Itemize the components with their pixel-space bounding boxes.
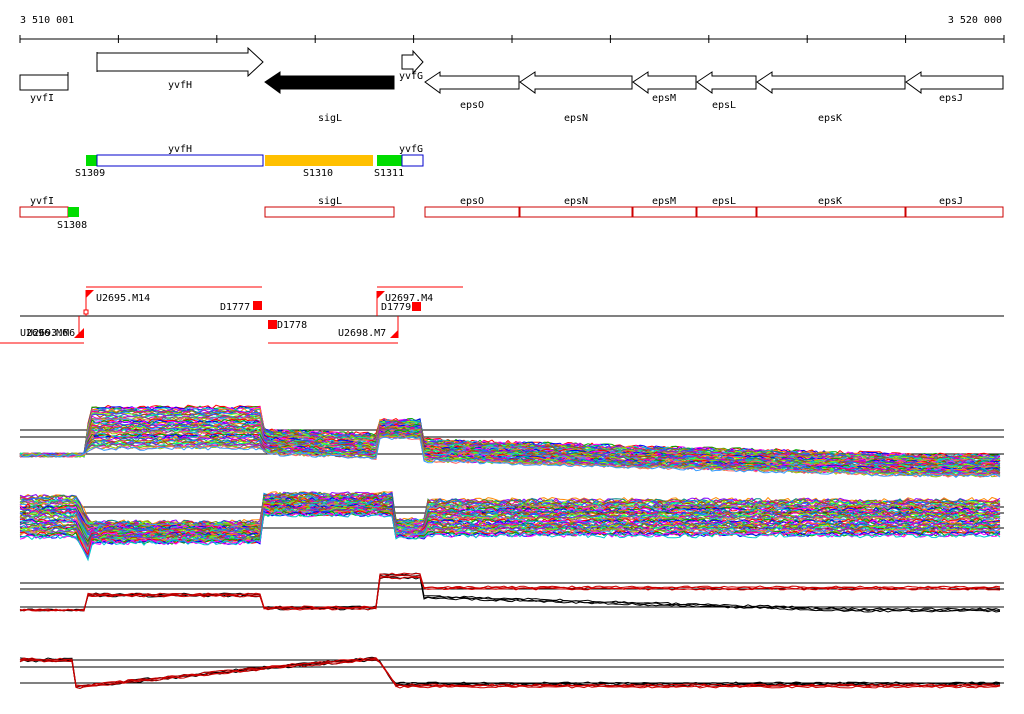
- segment-epsM[interactable]: [632, 206, 697, 218]
- transcript-label-U2698.M7: U2698.M7: [338, 328, 386, 339]
- expression-trace: [19, 511, 1001, 560]
- expression-trace: [19, 436, 1001, 478]
- gene-label-yvfI: yvfI: [30, 93, 54, 104]
- transcript-marker-U2698[interactable]: [390, 330, 398, 338]
- gene-label-epsJ: epsJ: [939, 93, 963, 104]
- segment-epsK[interactable]: [756, 206, 906, 218]
- segment-label-yvfH: yvfH: [168, 144, 192, 155]
- gene-label-yvfG: yvfG: [399, 71, 423, 82]
- expression-trace: [19, 656, 1001, 687]
- transcript-marker-U2695[interactable]: [86, 290, 94, 298]
- expression-trace: [19, 434, 1001, 478]
- segment-track-upper: yvfH yvfG S1309 S1310 S1311: [75, 144, 424, 179]
- segment-sigL[interactable]: [264, 206, 395, 218]
- segment-label-sigL: sigL: [318, 196, 342, 207]
- expression-trace: [19, 574, 1001, 612]
- transcript-marker-U2697[interactable]: [377, 291, 385, 299]
- segment-label-yvfG: yvfG: [399, 144, 423, 155]
- segment-S1308[interactable]: [68, 207, 79, 217]
- expression-track-1: [19, 404, 1004, 478]
- transcript-label-D1777: D1777: [220, 302, 250, 313]
- gene-sigL[interactable]: [264, 71, 395, 94]
- segment-label-epsK: epsK: [818, 196, 842, 207]
- segment-label-epsM: epsM: [652, 196, 676, 207]
- expression-trace: [19, 502, 1001, 542]
- segment-track-lower: yvfI sigL epsO epsN epsM epsL epsK epsJ …: [19, 196, 1004, 231]
- expression-trace: [19, 510, 1001, 560]
- segment-yvfH[interactable]: [96, 154, 264, 167]
- segment-yvfI[interactable]: [19, 206, 69, 218]
- start-coordinate: 3 510 001: [20, 15, 74, 26]
- expression-trace: [19, 572, 1001, 612]
- segment-label-epsJ: epsJ: [939, 196, 963, 207]
- expression-trace: [19, 430, 1001, 473]
- expression-track-2: [19, 491, 1004, 562]
- transcript-marker-D1777[interactable]: [253, 301, 262, 310]
- ruler-ticks: [19, 35, 1005, 43]
- gene-label-epsN: epsN: [564, 113, 588, 124]
- transcript-track: U2695.M14 D1777 D1778 U2697.M4 D1779 U26…: [0, 286, 1004, 344]
- segment-label-epsN: epsN: [564, 196, 588, 207]
- end-coordinate: 3 520 000: [948, 15, 1002, 26]
- expression-trace: [19, 430, 1001, 472]
- expression-trace: [19, 657, 1001, 687]
- segment-label-epsL: epsL: [712, 196, 736, 207]
- gene-yvfH[interactable]: [96, 46, 264, 78]
- expression-trace: [19, 499, 1001, 536]
- gene-yvfG[interactable]: [401, 49, 424, 75]
- segment-S1309[interactable]: [86, 155, 97, 166]
- segment-S1311[interactable]: [377, 155, 402, 166]
- gene-yvfI[interactable]: [19, 74, 69, 91]
- gene-label-epsO: epsO: [460, 100, 484, 111]
- transcript-marker-D1778[interactable]: [268, 320, 277, 329]
- gene-label-epsL: epsL: [712, 100, 736, 111]
- gene-epsN[interactable]: [519, 71, 633, 94]
- gene-epsO[interactable]: [424, 71, 520, 94]
- transcript-label-D1778: D1778: [277, 320, 307, 331]
- expression-trace: [19, 511, 1001, 562]
- segment-yvfG[interactable]: [401, 154, 424, 167]
- transcript-dot-U2695: [83, 309, 89, 315]
- gene-epsL[interactable]: [696, 71, 757, 94]
- gene-label-sigL: sigL: [318, 113, 342, 124]
- gene-epsJ[interactable]: [905, 71, 1004, 94]
- gene-epsK[interactable]: [756, 71, 906, 94]
- expression-track-3: [19, 572, 1004, 613]
- segment-label-epsO: epsO: [460, 196, 484, 207]
- expression-trace: [19, 658, 1001, 688]
- gene-label-epsM: epsM: [652, 93, 676, 104]
- segment-epsJ[interactable]: [905, 206, 1004, 218]
- segment-label-S1311: S1311: [374, 168, 404, 179]
- transcript-label-U2693.M6: U2693.M6: [27, 328, 75, 339]
- expression-track-4: [19, 656, 1004, 690]
- segment-epsN[interactable]: [519, 206, 633, 218]
- expression-trace: [19, 574, 1001, 612]
- segment-label-yvfI: yvfI: [30, 196, 54, 207]
- segment-label-S1310: S1310: [303, 168, 333, 179]
- transcript-label-U2696.M6: U2696.M6: [20, 328, 68, 339]
- segment-epsL[interactable]: [696, 206, 757, 218]
- gene-annotation-track: yvfI yvfH sigL yvfG epsO epsN epsM epsL …: [19, 46, 1004, 124]
- gene-label-epsK: epsK: [818, 113, 842, 124]
- transcript-label-U2697.M4: U2697.M4: [385, 293, 433, 304]
- transcript-label-D1779: D1779: [381, 302, 411, 313]
- segment-label-S1309: S1309: [75, 168, 105, 179]
- transcript-marker-D1779[interactable]: [412, 302, 421, 311]
- coordinate-ruler: 3 510 001 3 520 000: [19, 15, 1005, 43]
- gene-label-yvfH: yvfH: [168, 80, 192, 91]
- transcript-label-U2695.M14: U2695.M14: [96, 293, 150, 304]
- expression-trace: [19, 576, 1001, 612]
- gene-epsM[interactable]: [632, 71, 697, 94]
- expression-trace: [19, 659, 1001, 690]
- segment-S1310[interactable]: [265, 155, 373, 166]
- expression-trace: [19, 434, 1001, 478]
- expression-trace: [19, 572, 1001, 612]
- segment-epsO[interactable]: [424, 206, 520, 218]
- segment-label-S1308: S1308: [57, 220, 87, 231]
